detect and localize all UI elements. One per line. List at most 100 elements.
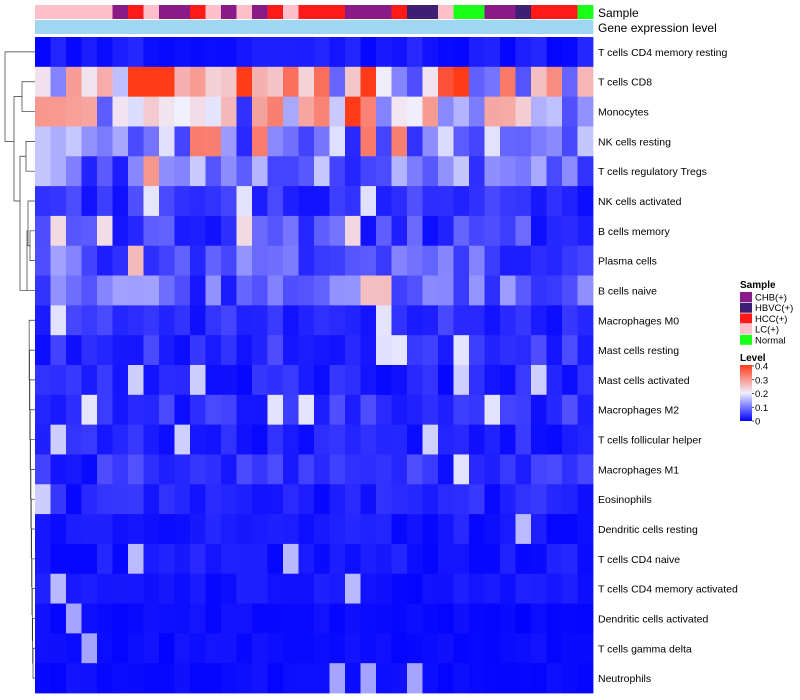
heatmap-cell: [221, 633, 237, 664]
heatmap-cell: [360, 275, 377, 306]
heatmap-cell: [50, 305, 67, 336]
heatmap-cell: [314, 245, 330, 276]
heatmap-cell: [174, 484, 191, 515]
heatmap-cell: [422, 603, 439, 634]
heatmap-cell: [298, 156, 315, 187]
heatmap-cell: [66, 484, 82, 515]
heatmap-cell: [376, 186, 392, 217]
gene-level-annotation-cell: [283, 20, 299, 34]
heatmap-cell: [66, 424, 82, 455]
heatmap-cell: [221, 215, 237, 247]
row-label: B cells naive: [598, 285, 657, 297]
heatmap-cell: [329, 156, 346, 187]
sample-annotation-cell: [190, 5, 206, 19]
sample-annotation-cell: [252, 5, 268, 19]
heatmap-cell: [314, 394, 330, 426]
heatmap-cell: [577, 663, 594, 694]
heatmap-cell: [438, 245, 454, 276]
heatmap-cell: [469, 663, 485, 694]
heatmap-cell: [376, 454, 392, 485]
heatmap-cell: [500, 365, 516, 396]
heatmap-cell: [531, 633, 547, 664]
heatmap-cell: [500, 335, 516, 366]
heatmap-cell: [283, 275, 299, 306]
heatmap-cell: [159, 96, 175, 127]
heatmap-cell: [469, 156, 485, 187]
heatmap-cell: [221, 126, 237, 157]
heatmap-cell: [221, 335, 237, 366]
heatmap-cell: [66, 603, 82, 634]
heatmap-cell: [267, 484, 284, 515]
heatmap-cell: [562, 484, 578, 515]
heatmap-cell: [205, 573, 222, 604]
sample-annotation-cell: [391, 5, 408, 19]
heatmap-cell: [407, 305, 423, 336]
heatmap-cell: [236, 603, 253, 634]
heatmap-cell: [159, 215, 175, 247]
heatmap-cell: [329, 335, 346, 366]
heatmap-cell: [531, 66, 547, 98]
heatmap-cell: [221, 365, 237, 396]
sample-annotation-cell: [360, 5, 377, 19]
heatmap-cell: [66, 663, 82, 694]
row-label: T cells CD4 naive: [598, 554, 680, 566]
heatmap-cell: [577, 66, 594, 98]
heatmap-cell: [236, 37, 253, 68]
heatmap-cell: [484, 186, 501, 217]
heatmap-cell: [469, 633, 485, 664]
heatmap-cell: [376, 394, 392, 426]
heatmap-cell: [128, 603, 144, 634]
heatmap-cell: [438, 514, 454, 545]
gene-level-annotation-cell: [236, 20, 253, 34]
heatmap-cell: [577, 365, 594, 396]
heatmap-cell: [190, 126, 206, 157]
heatmap-cell: [546, 633, 563, 664]
heatmap-cell: [298, 335, 315, 366]
heatmap-cell: [484, 126, 501, 157]
heatmap-cell: [159, 335, 175, 366]
heatmap-cell: [50, 245, 67, 276]
heatmap-cell: [360, 186, 377, 217]
heatmap-cell: [531, 96, 547, 127]
heatmap-cell: [314, 66, 330, 98]
heatmap-cell: [345, 275, 361, 306]
heatmap-cell: [50, 365, 67, 396]
heatmap-cell: [81, 424, 98, 455]
row-label: Macrophages M0: [598, 315, 679, 327]
row-label: Eosinophils: [598, 494, 652, 506]
heatmap-cell: [50, 543, 67, 575]
heatmap-cell: [205, 603, 222, 634]
heatmap-cell: [422, 484, 439, 515]
heatmap-cell: [314, 484, 330, 515]
heatmap-cell: [50, 454, 67, 485]
heatmap-cell: [360, 484, 377, 515]
heatmap-cell: [159, 394, 175, 426]
heatmap-cell: [298, 275, 315, 306]
heatmap-cell: [407, 186, 423, 217]
dendrogram-branch: [19, 155, 27, 291]
heatmap-cell: [391, 186, 408, 217]
heatmap-cell: [81, 514, 98, 545]
heatmap-cell: [159, 365, 175, 396]
heatmap-cell: [376, 424, 392, 455]
gene-level-annotation-cell: [81, 20, 98, 34]
heatmap-cell: [360, 126, 377, 157]
heatmap-cell: [205, 245, 222, 276]
heatmap-cell: [35, 543, 51, 575]
heatmap-cell: [500, 484, 516, 515]
heatmap-cell: [267, 186, 284, 217]
sample-annotation-cell: [97, 5, 113, 19]
heatmap-cell: [143, 186, 160, 217]
heatmap-cell: [314, 514, 330, 545]
level-legend: Level 0.4 0.3 0.2 0.1 0: [740, 353, 768, 428]
heatmap-cell: [143, 245, 160, 276]
heatmap-cell: [128, 156, 144, 187]
heatmap-cell: [376, 573, 392, 604]
heatmap-cell: [143, 394, 160, 426]
heatmap-cell: [500, 305, 516, 336]
heatmap-cell: [298, 215, 315, 247]
heatmap-cell: [453, 663, 470, 694]
gene-level-annotation-cell: [391, 20, 408, 34]
heatmap-cell: [159, 484, 175, 515]
heatmap-cell: [500, 663, 516, 694]
